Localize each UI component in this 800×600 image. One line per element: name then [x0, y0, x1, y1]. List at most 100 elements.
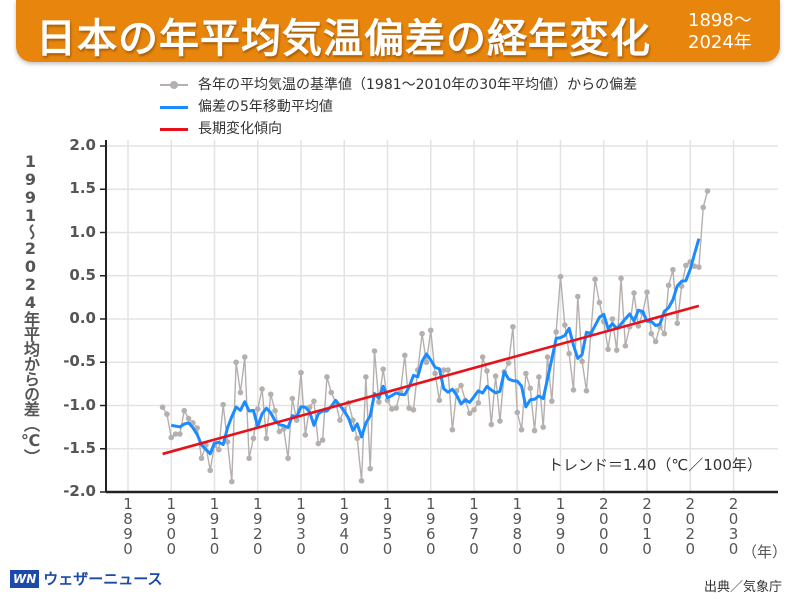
annual-anomaly-point — [670, 266, 676, 273]
annual-anomaly-point — [376, 399, 382, 405]
annual-anomaly-point — [354, 435, 361, 442]
x-tick-label: 1930 — [296, 495, 306, 558]
y-tick-label: 0.0 — [69, 309, 96, 327]
annual-anomaly-point — [622, 343, 629, 349]
annual-anomaly-point — [371, 348, 378, 354]
annual-anomaly-point — [254, 406, 261, 412]
x-tick-label: 1950 — [382, 495, 393, 558]
annual-anomaly-point — [384, 397, 391, 404]
annual-anomaly-point — [276, 428, 283, 435]
y-tick-label: 1.0 — [69, 222, 96, 241]
annual-anomaly-point — [432, 370, 438, 377]
x-tick-label: 1890 — [123, 495, 133, 558]
annual-anomaly-point — [445, 367, 451, 373]
legend-item-trend: 長期変化傾向 — [160, 118, 637, 140]
legend-label-annual: 各年の平均気温の基準値（1981～2010年の30年平均値）からの偏差 — [198, 77, 638, 93]
annual-anomaly-point — [479, 354, 486, 360]
legend-label-moving-average: 偏差の5年移動平均値 — [198, 99, 333, 115]
x-tick-label: 1910 — [209, 495, 220, 558]
annual-anomaly-point — [285, 455, 291, 462]
annual-anomaly-point — [168, 434, 175, 441]
chart-title: 日本の年平均気温偏差の経年変化 — [36, 16, 651, 62]
annual-anomaly-point — [267, 391, 274, 398]
annual-anomaly-point — [570, 387, 577, 393]
legend-label-trend: 長期変化傾向 — [198, 121, 282, 137]
annual-anomaly-point — [363, 374, 369, 380]
annual-anomaly-point — [488, 421, 495, 428]
annual-anomaly-point — [298, 369, 304, 376]
x-tick-label: 2030 — [728, 495, 739, 558]
annual-anomaly-point — [194, 425, 200, 431]
annual-anomaly-point — [302, 432, 309, 438]
x-tick-label: 2020 — [685, 495, 696, 558]
annual-anomaly-point — [224, 439, 231, 445]
annual-anomaly-point — [263, 435, 270, 442]
annual-anomaly-point — [540, 424, 546, 430]
annual-anomaly-point — [579, 358, 585, 365]
annual-anomaly-point — [631, 290, 637, 296]
annual-anomaly-point — [406, 405, 412, 411]
annual-anomaly-point — [613, 347, 620, 353]
annual-anomaly-point — [700, 204, 707, 211]
legend-swatch-trend — [160, 127, 188, 131]
annual-anomaly-point — [536, 374, 542, 380]
annual-anomaly-point — [436, 397, 443, 404]
y-tick-label: 1.5 — [69, 179, 96, 198]
moving-average-line — [171, 238, 701, 456]
annual-anomaly-point — [549, 398, 555, 404]
annual-anomaly-point — [497, 418, 503, 424]
annual-anomaly-point — [358, 477, 365, 484]
period-end: 2024年 — [688, 32, 752, 53]
y-tick-label: 0.5 — [69, 265, 96, 284]
annual-anomaly-point — [177, 431, 183, 437]
annual-anomaly-point — [566, 350, 572, 357]
annual-anomaly-point — [198, 455, 205, 462]
annual-anomaly-point — [393, 405, 399, 411]
annual-anomaly-point — [328, 389, 335, 396]
annual-anomaly-point — [207, 467, 213, 474]
annual-anomaly-point — [553, 329, 559, 335]
annual-anomaly-point — [544, 354, 551, 360]
annual-anomaly-point — [324, 374, 330, 380]
title-banner: 日本の年平均気温偏差の経年変化 1898～ 2024年 — [16, 0, 780, 62]
annual-anomaly-point — [259, 386, 265, 392]
annual-anomaly-point — [250, 435, 257, 442]
annual-anomaly-point — [510, 323, 516, 330]
annual-anomaly-point — [492, 373, 499, 379]
y-tick-label: 2.0 — [69, 136, 96, 154]
trend-line — [162, 304, 700, 456]
annual-anomaly-point — [605, 346, 611, 353]
annual-anomaly-point — [319, 437, 326, 443]
annual-anomaly-point — [216, 446, 222, 453]
y-tick-label: -0.5 — [63, 352, 96, 371]
annual-anomaly-point — [229, 478, 235, 485]
annual-anomaly-point — [293, 417, 300, 424]
annual-anomaly-point — [181, 407, 188, 414]
annual-anomaly-point — [557, 273, 564, 280]
source-credit: 出典／気象庁 — [704, 580, 783, 595]
trend-annotation: トレンド＝1.40（℃／100年） — [548, 456, 762, 474]
annual-anomaly-point — [458, 382, 464, 389]
x-tick-label: 2000 — [598, 495, 609, 558]
annual-anomaly-point — [518, 426, 525, 433]
annual-anomaly-point — [220, 401, 226, 408]
annual-anomaly-point — [233, 359, 239, 366]
annual-anomaly-point — [609, 316, 616, 322]
annual-anomaly-point — [475, 400, 482, 406]
annual-anomaly-point — [635, 323, 642, 329]
logo-text: ウェザーニュース — [43, 570, 163, 588]
annual-anomaly-point — [246, 455, 252, 462]
annual-anomaly-point — [315, 440, 322, 447]
annual-anomaly-point — [389, 406, 395, 412]
x-tick-label: 1960 — [425, 495, 436, 558]
annual-anomaly-point — [531, 427, 538, 434]
annual-anomaly-point — [423, 359, 430, 366]
period-start: 1898～ — [688, 10, 752, 31]
annual-anomaly-point — [691, 263, 698, 270]
x-tick-label: 1990 — [555, 495, 566, 558]
annual-anomaly-point — [427, 327, 434, 334]
annual-anomaly-point — [380, 366, 386, 372]
annual-anomaly-point — [410, 407, 417, 413]
annual-anomaly-point — [164, 411, 170, 417]
